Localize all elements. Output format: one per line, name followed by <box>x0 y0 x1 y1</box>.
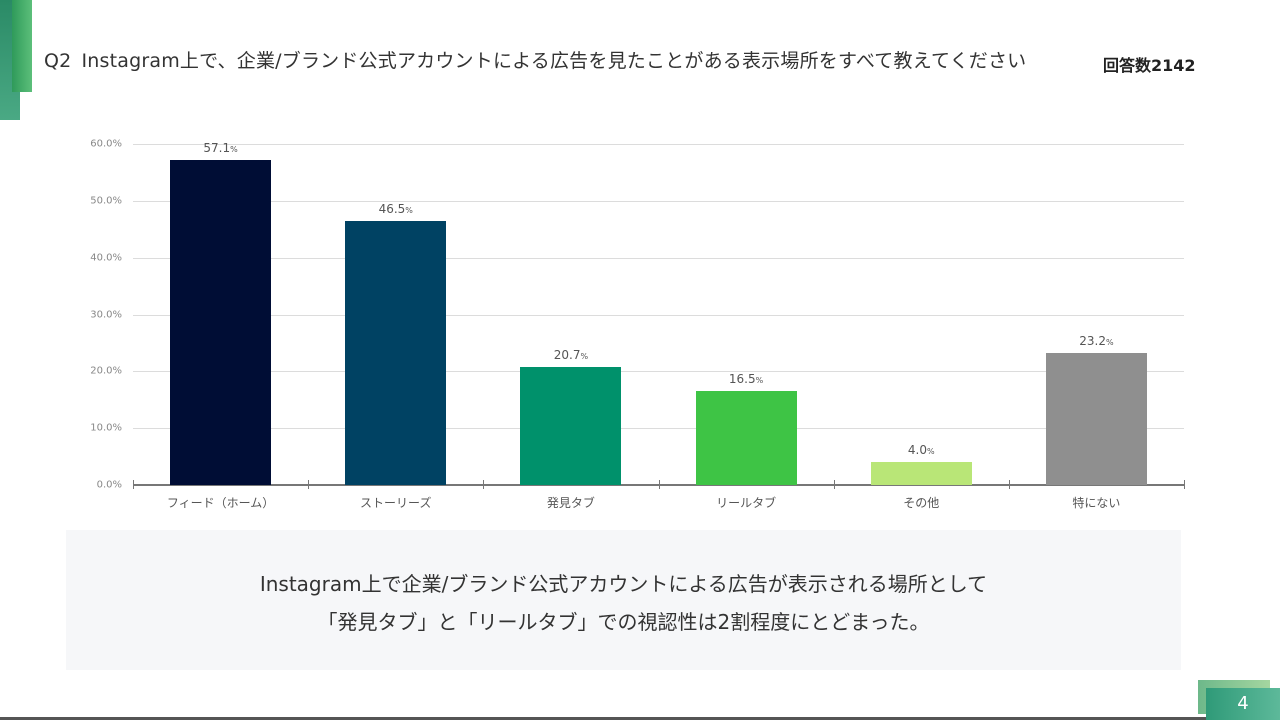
y-axis-tick-label: 10.0% <box>90 422 122 434</box>
bar-value-label: 23.2% <box>1079 334 1114 349</box>
x-axis-category-label: リールタブ <box>716 496 777 510</box>
x-axis-tick <box>133 480 134 489</box>
decorative-accent-bar-inner <box>12 0 32 92</box>
bar-value-label: 16.5% <box>728 372 764 387</box>
x-axis-line <box>133 484 1184 486</box>
summary-line-2: 「発見タブ」と「リールタブ」での視認性は2割程度にとどまった。 <box>317 610 930 634</box>
summary-box: Instagram上で企業/ブランド公式アカウントによる広告が表示される場所とし… <box>66 530 1181 670</box>
bar-chart: 0.0% 10.0% 20.0% 30.0% 40.0% 50.0% 60.0% 57.1% フ… <box>90 138 1185 510</box>
respondent-count: 回答数2142 <box>1103 56 1196 75</box>
gridline <box>133 371 1184 372</box>
bar-1 <box>170 160 272 485</box>
bar-6 <box>1045 353 1147 485</box>
x-axis-category-label: その他 <box>903 496 940 510</box>
x-axis-category-label: ストーリーズ <box>360 496 432 510</box>
question-number: Q2 <box>44 50 72 72</box>
bar-2 <box>345 220 447 485</box>
x-axis-tick <box>1009 480 1010 489</box>
bar-value-label: 4.0% <box>907 443 935 458</box>
y-axis-tick-label: 60.0% <box>90 138 122 150</box>
gridline <box>133 428 1184 429</box>
summary-line-1: Instagram上で企業/ブランド公式アカウントによる広告が表示される場所とし… <box>259 572 988 596</box>
page-title: Q2 Instagram上で、企業/ブランド公式アカウントによる広告を見たことがあ… <box>44 46 1026 73</box>
bar-value-label: 57.1% <box>203 141 238 156</box>
y-axis-tick-label: 0.0% <box>96 479 122 491</box>
x-axis-tick <box>308 480 309 489</box>
question-text: Instagram上で、企業/ブランド公式アカウントによる広告を見たことがある表… <box>81 50 1027 72</box>
bar-value-label: 20.7% <box>553 348 589 363</box>
x-axis-tick <box>1184 480 1185 489</box>
y-axis-tick-label: 50.0% <box>90 195 122 207</box>
gridline <box>133 144 1184 145</box>
x-axis-tick <box>659 480 660 489</box>
y-axis-tick-label: 20.0% <box>90 365 122 377</box>
x-axis-tick <box>834 480 835 489</box>
bar-3 <box>520 367 622 485</box>
bar-4 <box>695 391 797 485</box>
x-axis-category-label: 発見タブ <box>546 496 595 510</box>
page-number: 4 <box>1206 688 1280 720</box>
y-axis-tick-label: 40.0% <box>90 252 122 264</box>
bar-value-label: 46.5% <box>378 201 413 216</box>
x-axis-category-label: 特にない <box>1072 496 1121 510</box>
bar-5 <box>870 462 972 485</box>
footer-divider <box>0 717 1206 720</box>
x-axis-category-label: フィード（ホーム） <box>166 496 275 510</box>
gridline <box>133 258 1184 259</box>
x-axis-tick <box>483 480 484 489</box>
gridline <box>133 201 1184 202</box>
y-axis-tick-label: 30.0% <box>90 309 122 320</box>
gridline <box>133 315 1184 316</box>
